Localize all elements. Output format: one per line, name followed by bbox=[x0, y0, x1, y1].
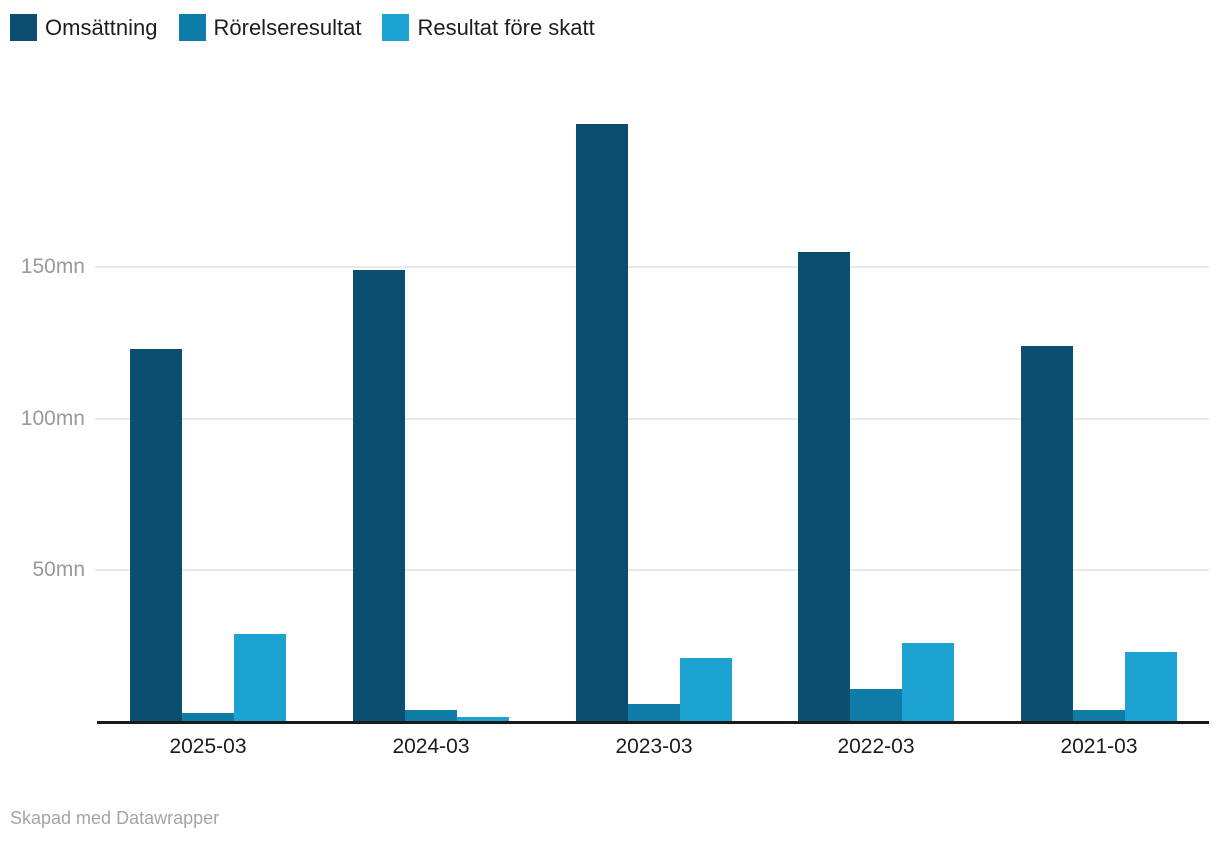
x-axis-line bbox=[97, 721, 1209, 724]
x-axis-label-2025-03: 2025-03 bbox=[169, 735, 247, 758]
legend-swatch-rorelseresultat bbox=[178, 14, 206, 41]
bar-resultat-fore-skatt-2025-03[interactable] bbox=[234, 634, 286, 722]
legend-swatch-omsattning bbox=[10, 14, 37, 41]
datawrapper-credit-link[interactable]: Skapad med Datawrapper bbox=[10, 808, 220, 828]
bar-rorelseresultat-2022-03[interactable] bbox=[850, 689, 902, 722]
bar-resultat-fore-skatt-2022-03[interactable] bbox=[902, 643, 954, 722]
y-axis-label-100mn: 100mn bbox=[20, 406, 85, 430]
gridline-150mn bbox=[95, 266, 1209, 268]
bar-resultat-fore-skatt-2023-03[interactable] bbox=[680, 658, 732, 722]
x-axis-label-2024-03: 2024-03 bbox=[392, 735, 470, 758]
bar-omsattning-2024-03[interactable] bbox=[353, 270, 405, 722]
y-axis-label-150mn: 150mn bbox=[20, 255, 85, 278]
legend-label-resultat-fore-skatt: Resultat före skatt bbox=[417, 15, 595, 40]
legend-swatch-resultat-fore-skatt bbox=[382, 14, 410, 41]
bar-omsattning-2025-03[interactable] bbox=[130, 349, 182, 722]
y-axis-label-50mn: 50mn bbox=[32, 558, 85, 582]
bar-rorelseresultat-2023-03[interactable] bbox=[628, 704, 680, 722]
legend-item-rorelseresultat: Rörelseresultat bbox=[178, 14, 362, 41]
gridline-50mn bbox=[95, 569, 1209, 572]
legend-item-resultat-fore-skatt: Resultat före skatt bbox=[382, 14, 595, 41]
legend: Omsättning Rörelseresultat Resultat före… bbox=[10, 14, 595, 41]
x-axis-label-2021-03: 2021-03 bbox=[1060, 735, 1138, 758]
bar-omsattning-2023-03[interactable] bbox=[576, 124, 628, 722]
bar-omsattning-2021-03[interactable] bbox=[1021, 346, 1073, 722]
bar-rorelseresultat-2021-03[interactable] bbox=[1073, 710, 1125, 722]
x-axis-label-2023-03: 2023-03 bbox=[615, 735, 693, 758]
bar-rorelseresultat-2024-03[interactable] bbox=[405, 710, 457, 722]
legend-item-omsattning: Omsättning bbox=[10, 14, 158, 41]
gridline-100mn bbox=[95, 417, 1209, 420]
bar-resultat-fore-skatt-2021-03[interactable] bbox=[1125, 652, 1177, 722]
bar-resultat-fore-skatt-2024-03[interactable] bbox=[457, 717, 509, 722]
bar-rorelseresultat-2025-03[interactable] bbox=[182, 713, 234, 722]
x-axis-label-2022-03: 2022-03 bbox=[837, 735, 915, 758]
legend-label-omsattning: Omsättning bbox=[45, 15, 158, 40]
legend-label-rorelseresultat: Rörelseresultat bbox=[213, 15, 362, 40]
bar-omsattning-2022-03[interactable] bbox=[798, 252, 850, 722]
